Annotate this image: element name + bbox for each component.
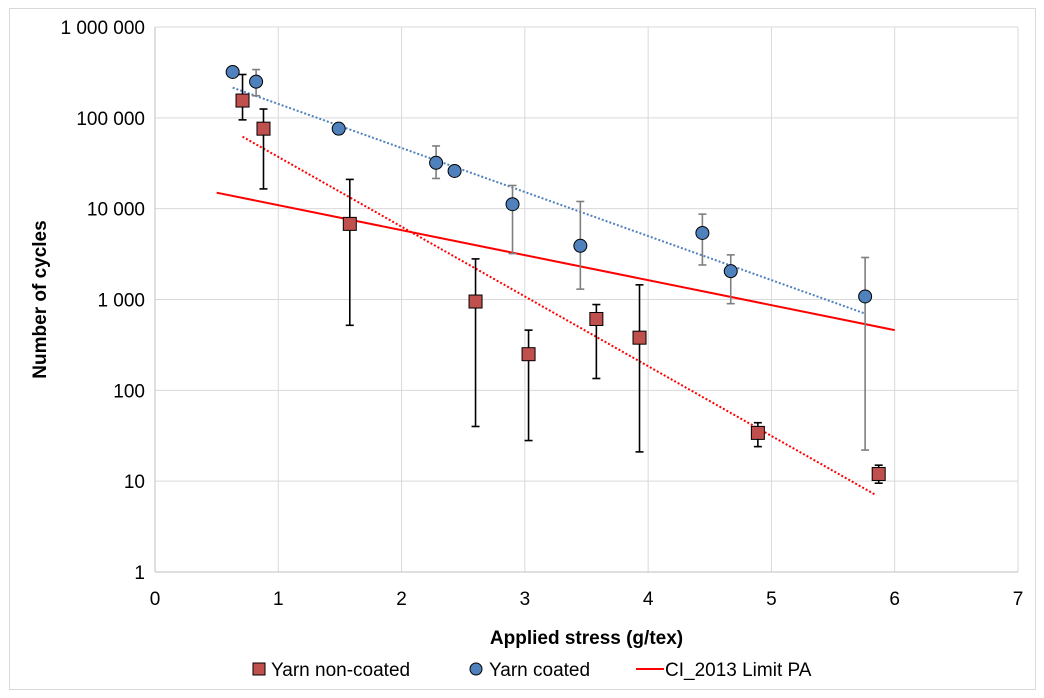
trendline-series-0 bbox=[242, 135, 877, 497]
x-tick-label: 5 bbox=[766, 589, 777, 610]
x-tick-label: 6 bbox=[889, 589, 900, 610]
data-point-yarn-non-coated bbox=[589, 311, 604, 326]
data-point-yarn-non-coated bbox=[256, 121, 271, 136]
limit-line bbox=[216, 191, 895, 332]
data-point-yarn-coated bbox=[447, 163, 462, 178]
legend: Yarn non-coated Yarn coated CI_2013 Limi… bbox=[252, 660, 812, 681]
y-tick-label: 100 bbox=[113, 381, 145, 402]
y-tick-label: 100 000 bbox=[76, 109, 145, 130]
y-tick-label: 10 bbox=[124, 472, 145, 493]
x-tick-label: 4 bbox=[643, 589, 654, 610]
x-tick-label: 0 bbox=[150, 589, 161, 610]
data-point-yarn-non-coated bbox=[871, 466, 886, 481]
y-tick-label: 1 000 bbox=[97, 291, 145, 312]
trendlines bbox=[216, 86, 895, 497]
x-axis-title: Applied stress (g/tex) bbox=[490, 628, 683, 649]
data-markers bbox=[225, 64, 886, 481]
data-point-yarn-non-coated bbox=[342, 216, 357, 231]
y-tick-labels: 1 10 100 1 000 10 000 100 000 1 000 000 bbox=[60, 18, 145, 584]
x-tick-label: 3 bbox=[520, 589, 531, 610]
data-point-yarn-non-coated bbox=[235, 93, 250, 108]
legend-label-yarn-coated: Yarn coated bbox=[489, 660, 590, 681]
data-point-yarn-coated bbox=[429, 155, 444, 170]
data-point-yarn-non-coated bbox=[521, 347, 536, 362]
axes bbox=[154, 27, 1018, 573]
y-tick-label: 10 000 bbox=[87, 200, 145, 221]
data-point-yarn-non-coated bbox=[750, 425, 765, 440]
grid-lines bbox=[155, 26, 1019, 572]
data-point-yarn-coated bbox=[723, 264, 738, 279]
x-tick-labels: 0 1 2 3 4 5 6 7 bbox=[150, 589, 1024, 610]
y-tick-label: 1 000 000 bbox=[60, 18, 145, 39]
chart-frame bbox=[9, 8, 1036, 690]
data-point-yarn-non-coated bbox=[632, 330, 647, 345]
data-point-yarn-coated bbox=[573, 238, 588, 253]
data-point-yarn-coated bbox=[249, 74, 264, 89]
y-axis-title: Number of cycles bbox=[30, 220, 51, 378]
data-point-yarn-coated bbox=[225, 64, 240, 79]
data-point-yarn-coated bbox=[858, 289, 873, 304]
legend-marker-yarn-coated bbox=[469, 662, 483, 676]
legend-marker-yarn-non-coated bbox=[252, 662, 266, 676]
legend-label-ci-limit: CI_2013 Limit PA bbox=[665, 660, 812, 681]
legend-label-yarn-non-coated: Yarn non-coated bbox=[271, 660, 410, 681]
data-point-yarn-non-coated bbox=[468, 294, 483, 309]
data-point-yarn-coated bbox=[695, 225, 710, 240]
x-tick-label: 2 bbox=[396, 589, 407, 610]
data-point-yarn-coated bbox=[331, 121, 346, 136]
x-tick-label: 1 bbox=[273, 589, 284, 610]
y-tick-label: 1 bbox=[134, 563, 145, 584]
trendline-series-1 bbox=[232, 86, 866, 315]
data-point-yarn-coated bbox=[505, 197, 520, 212]
x-tick-label: 7 bbox=[1013, 589, 1024, 610]
